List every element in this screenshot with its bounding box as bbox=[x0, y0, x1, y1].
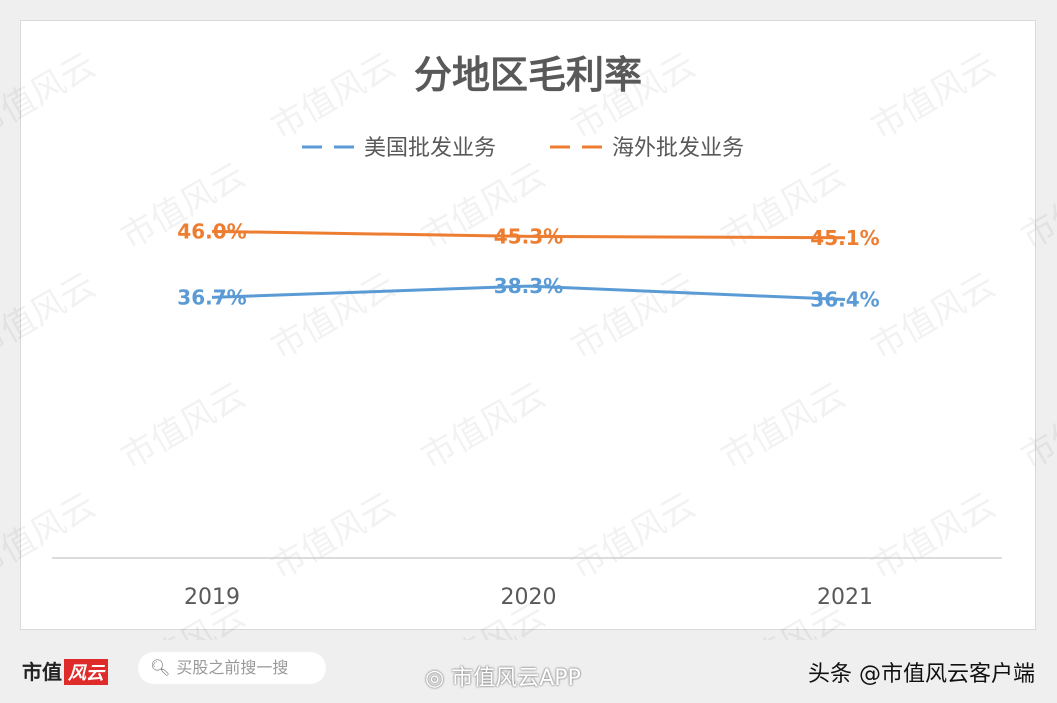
footer: 市值 风云 🔍︎ 买股之前搜一搜 ◎ 市值风云APP 头条 @市值风云客户端 bbox=[0, 640, 1057, 703]
data-label: 38.3% bbox=[494, 274, 563, 298]
data-label: 46.0% bbox=[177, 219, 246, 243]
weibo-text: 市值风云APP bbox=[451, 666, 581, 691]
watermark: 市值风云 bbox=[565, 485, 703, 588]
legend-label: 海外批发业务 bbox=[612, 136, 744, 161]
data-label: 45.1% bbox=[810, 226, 879, 250]
watermark: 市值风云 bbox=[265, 265, 403, 368]
watermark: 市值风云 bbox=[1015, 155, 1057, 258]
search-input[interactable]: 🔍︎ 买股之前搜一搜 bbox=[138, 652, 326, 684]
weibo-watermark: ◎ 市值风云APP bbox=[425, 660, 581, 692]
logo: 市值 风云 bbox=[22, 656, 108, 685]
data-label: 36.7% bbox=[177, 285, 246, 309]
x-tick-label: 2021 bbox=[817, 585, 873, 610]
toutiao-credit: 头条 @市值风云客户端 bbox=[808, 662, 1035, 687]
watermark: 市值风云 bbox=[865, 485, 1003, 588]
search-icon: 🔍︎ bbox=[150, 658, 171, 677]
legend-label: 美国批发业务 bbox=[364, 136, 496, 161]
logo-text: 市值 bbox=[22, 660, 62, 684]
watermark: 市值风云 bbox=[1015, 375, 1057, 478]
weibo-icon: ◎ bbox=[425, 666, 445, 691]
data-label: 45.3% bbox=[494, 224, 563, 248]
watermark: 市值风云 bbox=[415, 375, 553, 478]
watermark: 市值风云 bbox=[0, 485, 102, 588]
watermark: 市值风云 bbox=[115, 375, 253, 478]
logo-badge: 风云 bbox=[64, 659, 108, 685]
watermark: 市值风云 bbox=[865, 265, 1003, 368]
watermark: 市值风云 bbox=[265, 45, 403, 148]
x-tick-label: 2020 bbox=[501, 585, 557, 610]
watermark: 市值风云 bbox=[865, 45, 1003, 148]
x-tick-label: 2019 bbox=[184, 585, 240, 610]
watermark: 市值风云 bbox=[715, 375, 853, 478]
watermark: 市值风云 bbox=[265, 485, 403, 588]
search-placeholder: 买股之前搜一搜 bbox=[176, 658, 289, 677]
watermark: 市值风云 bbox=[0, 265, 102, 368]
watermark: 市值风云 bbox=[565, 265, 703, 368]
data-label: 36.4% bbox=[810, 288, 879, 312]
chart-card bbox=[20, 20, 1036, 630]
chart-title: 分地区毛利率 bbox=[414, 53, 642, 97]
watermark: 市值风云 bbox=[1015, 595, 1057, 640]
watermark: 市值风云 bbox=[0, 45, 102, 148]
